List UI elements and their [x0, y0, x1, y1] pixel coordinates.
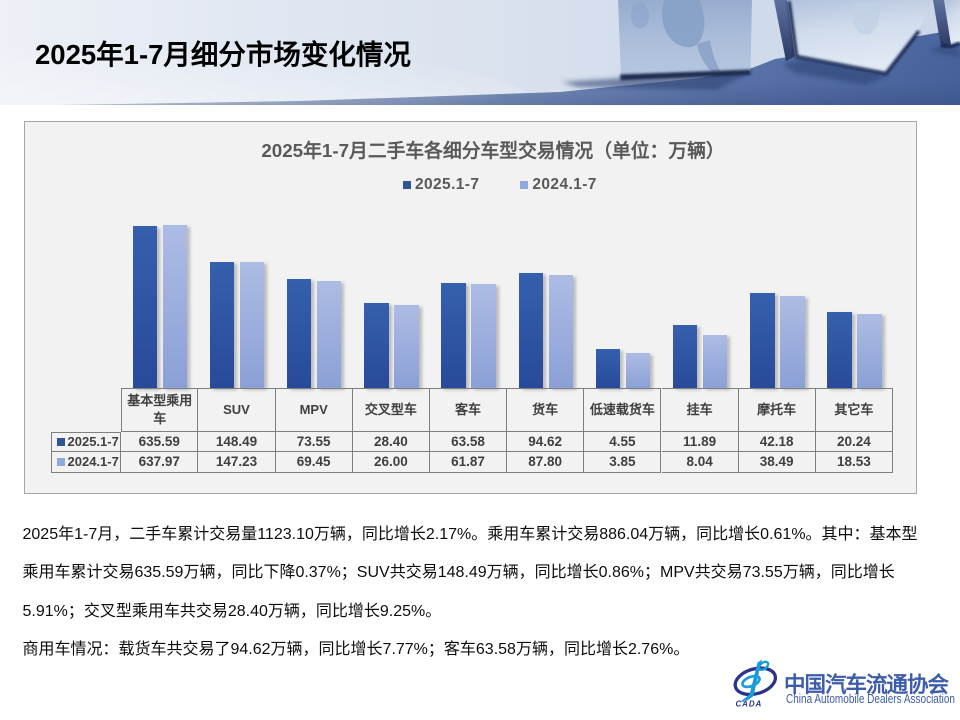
svg-text:CADA: CADA [736, 700, 763, 709]
